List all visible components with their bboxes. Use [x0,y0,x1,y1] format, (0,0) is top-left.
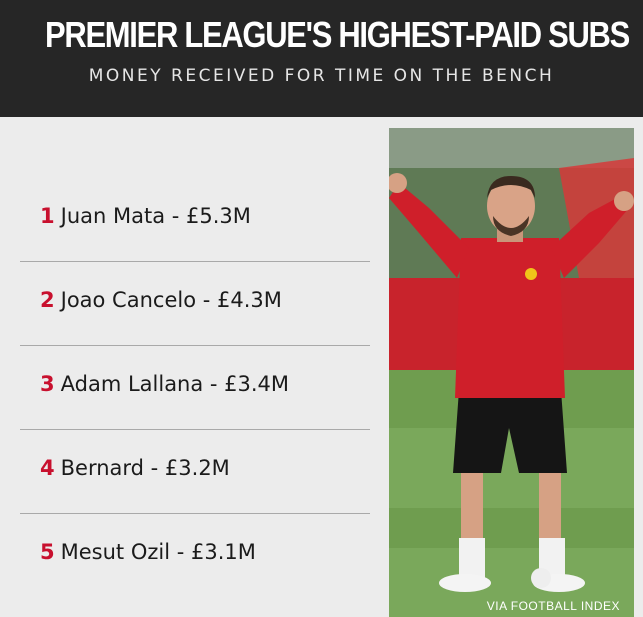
divider [20,345,370,346]
player-leg-left [461,463,483,558]
list-item-label: Bernard - £3.2M [60,456,230,480]
pitch-stripe [389,428,634,508]
list-item-label: Mesut Ozil - £3.1M [60,540,256,564]
page-subtitle: MONEY RECEIVED FOR TIME ON THE BENCH [88,66,555,86]
divider [20,513,370,514]
player-sock-left [459,538,485,578]
player-boot-left [439,574,491,592]
club-crest-icon [525,268,537,280]
page-title: PREMIER LEAGUE'S HIGHEST-PAID SUBS [45,14,630,55]
player-fist-left [389,173,407,193]
divider [20,261,370,262]
pitch-stripe [389,548,634,617]
list-item-label: Juan Mata - £5.3M [60,204,251,228]
player-arm-right [551,198,629,278]
list-item: 4 Bernard - £3.2M [20,430,370,514]
player-shorts [453,390,567,473]
photo-credit: VIA FOOTBALL INDEX [486,599,620,613]
player-arm-left [389,183,469,278]
player-hair [487,176,535,198]
list-item: 5 Mesut Ozil - £3.1M [20,514,370,598]
rank-number: 5 [40,540,55,564]
list-item-label: Adam Lallana - £3.4M [60,372,290,396]
player-beard [493,216,529,236]
sky [389,128,634,168]
list-item: 1 Juan Mata - £5.3M [20,178,370,262]
player-illustration [389,128,634,617]
list-item: 3 Adam Lallana - £3.4M [20,346,370,430]
player-jacket [455,238,565,398]
rank-number: 3 [40,372,55,396]
rank-number: 4 [40,456,55,480]
player-leg-right [539,463,561,558]
list-item-label: Joao Cancelo - £4.3M [60,288,282,312]
player-fist-right [614,191,634,211]
list-item: 2 Joao Cancelo - £4.3M [20,262,370,346]
divider [20,429,370,430]
ranking-list: 1 Juan Mata - £5.3M 2 Joao Cancelo - £4.3M… [20,178,370,598]
header-banner: PREMIER LEAGUE'S HIGHEST-PAID SUBS MONEY… [0,0,643,117]
football [531,568,551,588]
player-head [487,178,535,234]
rank-number: 1 [40,204,55,228]
player-photo: VIA FOOTBALL INDEX [389,128,634,617]
rank-number: 2 [40,288,55,312]
